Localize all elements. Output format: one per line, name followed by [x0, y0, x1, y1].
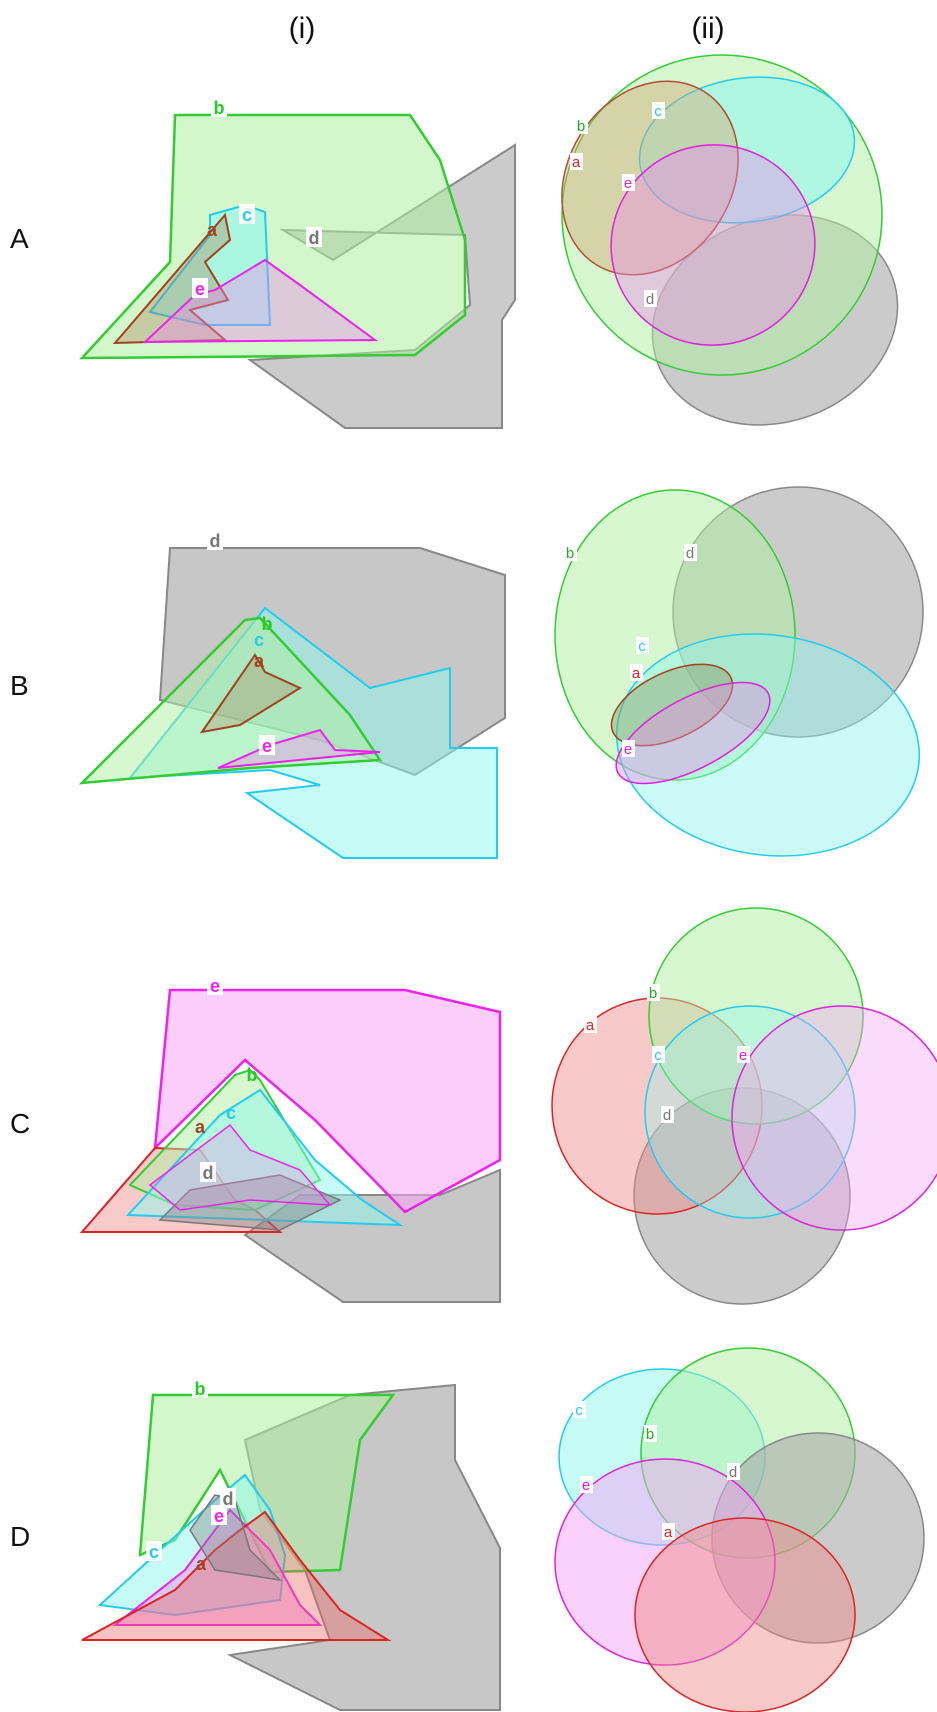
polygon-label-a: a: [207, 220, 218, 240]
polygon-label-d: d: [223, 1489, 234, 1509]
ellipse-label-b: b: [577, 118, 585, 135]
ellipse-label-d: d: [686, 545, 694, 562]
polygon-label-a: a: [196, 1554, 207, 1574]
ellipse-label-c: c: [654, 1047, 662, 1064]
region-c: [125, 1088, 404, 1227]
panel-c-ellipses: [551, 907, 937, 1305]
ellipse-c: [615, 633, 921, 857]
ellipse-label-d: d: [729, 1464, 737, 1481]
panel-d-ellipses: [554, 1347, 925, 1712]
row-heading-a: A: [10, 223, 29, 254]
polygon-label-c: c: [242, 205, 252, 225]
column-heading-ii: (ii): [691, 12, 724, 45]
ellipse-label-a: a: [572, 154, 581, 171]
ellipse-a: [634, 1517, 856, 1712]
polygon-label-b: b: [195, 1379, 206, 1399]
polygon-label-a: a: [254, 651, 265, 671]
polygon-label-b: b: [214, 98, 225, 118]
ellipse-label-b: b: [646, 1426, 654, 1443]
panel-b-ellipses: [554, 486, 924, 857]
ellipse-c: [644, 1005, 856, 1219]
polygon-label-e: e: [214, 1506, 224, 1526]
row-heading-c: C: [10, 1108, 30, 1139]
region-a: [199, 653, 303, 734]
region-a: [81, 1510, 392, 1641]
region-d2: [158, 1174, 342, 1231]
ellipse-label-d: d: [646, 291, 654, 308]
region-e2: [148, 1123, 332, 1211]
ellipse-e: [554, 1458, 776, 1666]
polygon-label-d: d: [210, 531, 221, 551]
polygon-label-c: c: [226, 1103, 236, 1123]
ellipse-label-e: e: [582, 1477, 590, 1494]
ellipse-label-a: a: [664, 1524, 673, 1541]
polygon-label-c: c: [254, 630, 264, 650]
panel-a-polygons: [79, 113, 516, 429]
ellipse-label-c: c: [654, 103, 662, 120]
ellipse-label-a: a: [632, 665, 641, 682]
polygon-label-c: c: [149, 1542, 159, 1562]
ellipse-label-e: e: [739, 1047, 747, 1064]
ellipse-a: [561, 80, 739, 276]
column-heading-i: (i): [289, 12, 316, 45]
ellipse-e: [610, 144, 816, 346]
panel-b-polygons: [78, 547, 506, 859]
region-e: [153, 988, 502, 1214]
ellipse-label-a: a: [586, 1017, 595, 1034]
region-a: [112, 212, 232, 345]
polygon-label-e: e: [210, 976, 220, 996]
panel-a-ellipses: [561, 54, 899, 426]
ellipse-b: [648, 907, 864, 1125]
ellipse-label-e: e: [624, 741, 632, 758]
row-heading-b: B: [10, 670, 29, 701]
panel-c-polygons: [79, 988, 502, 1303]
ellipse-label-b: b: [649, 985, 657, 1002]
panel-d-polygons: [81, 1383, 501, 1711]
region-b: [78, 616, 383, 785]
ellipse-b: [554, 489, 796, 781]
polygon-label-d: d: [203, 1163, 214, 1183]
ellipse-label-c: c: [638, 638, 646, 655]
ellipse-e: [615, 681, 771, 785]
polygon-label-b: b: [262, 614, 273, 634]
polygon-label-e: e: [195, 279, 205, 299]
polygon-label-e: e: [262, 736, 272, 756]
polygon-label-a: a: [195, 1117, 206, 1137]
row-heading-d: D: [10, 1521, 30, 1552]
ellipse-e: [731, 1005, 937, 1231]
region-e: [112, 1508, 323, 1626]
ellipse-label-b: b: [566, 545, 574, 562]
ellipse-label-c: c: [575, 1402, 583, 1419]
polygon-label-b: b: [247, 1065, 258, 1085]
ellipse-label-d: d: [663, 1107, 671, 1124]
polygon-label-d: d: [309, 228, 320, 248]
ellipse-label-e: e: [624, 175, 632, 192]
